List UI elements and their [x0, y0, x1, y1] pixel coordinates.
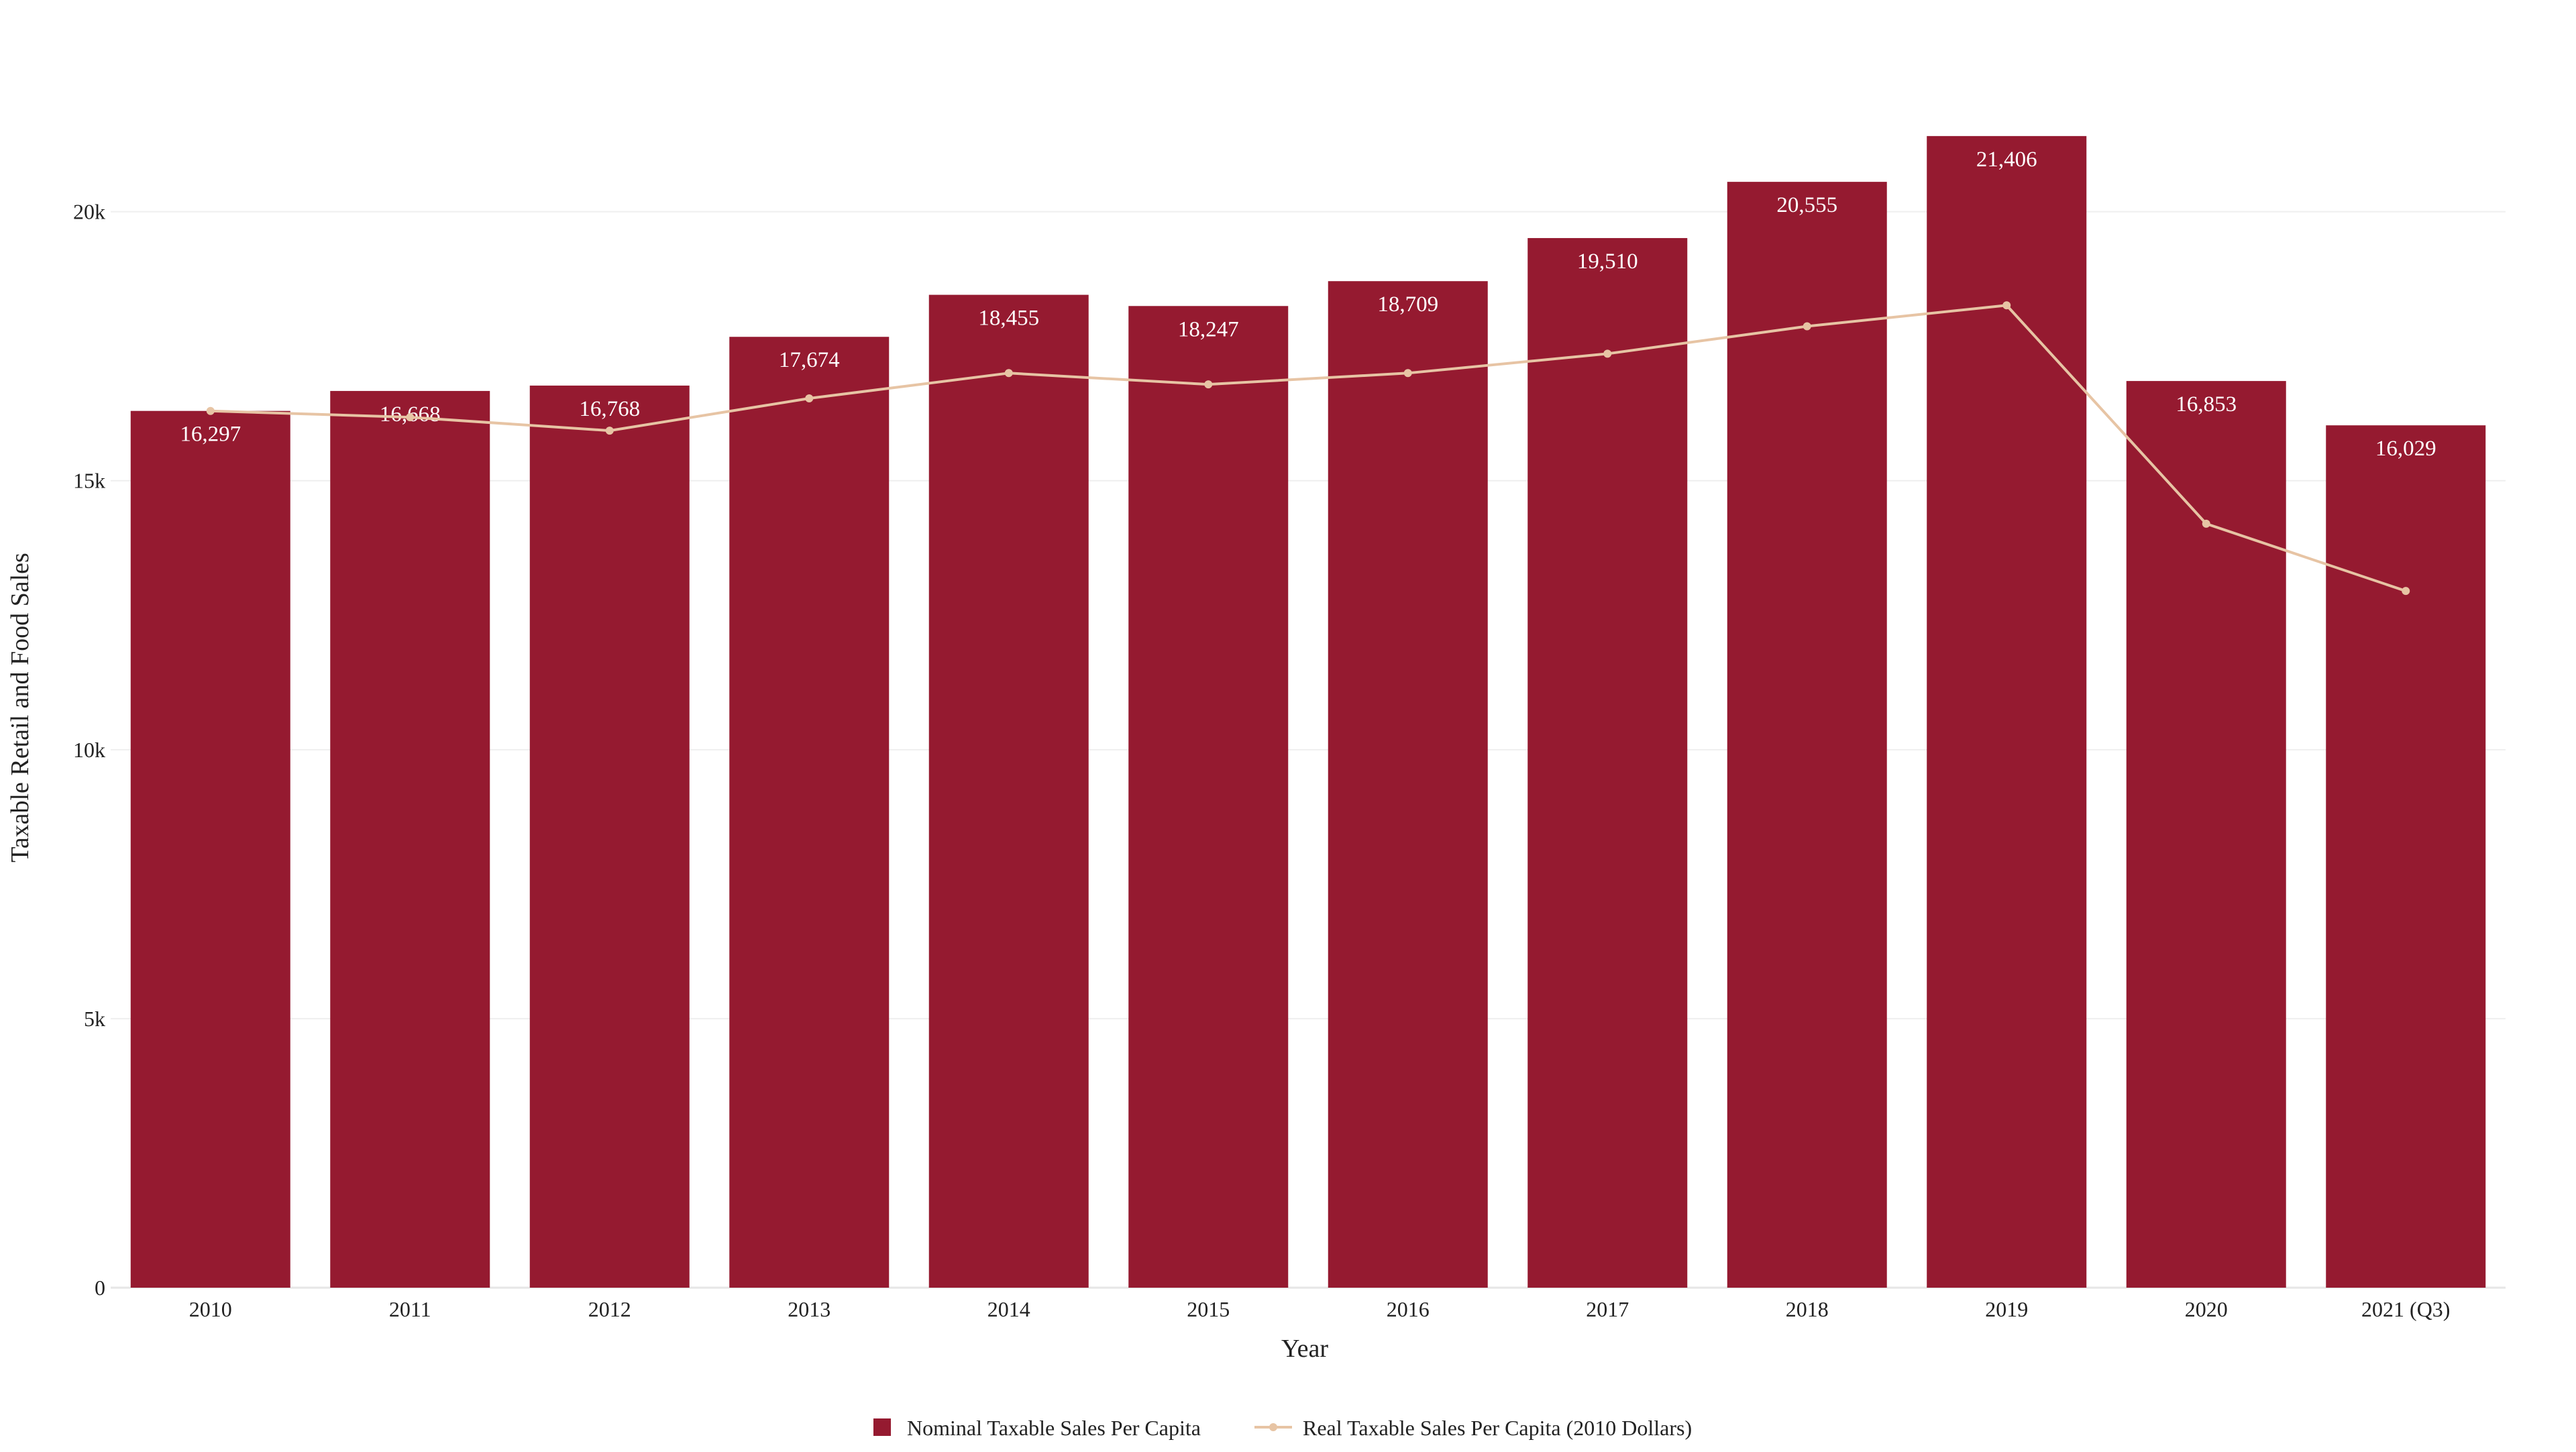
- line-point[interactable]: [805, 394, 814, 403]
- bar[interactable]: [1527, 237, 1688, 1288]
- legend-swatch-real-marker[interactable]: [1269, 1423, 1277, 1431]
- x-tick-label: 2010: [189, 1297, 232, 1321]
- y-tick-label: 0: [95, 1276, 105, 1300]
- bar-data-label: 19,510: [1577, 249, 1638, 274]
- legend-label-nominal[interactable]: Nominal Taxable Sales Per Capita: [907, 1416, 1201, 1440]
- line-point[interactable]: [1204, 380, 1213, 389]
- line-point[interactable]: [1004, 369, 1013, 378]
- bar[interactable]: [1128, 306, 1289, 1288]
- x-axis-title: Year: [1281, 1335, 1328, 1363]
- bar[interactable]: [928, 294, 1089, 1288]
- bar-data-label: 16,297: [180, 423, 241, 447]
- bar-data-label: 20,555: [1776, 193, 1837, 217]
- data-label-layer: 16,29716,66816,76817,67418,45518,24718,7…: [180, 148, 2436, 461]
- bar[interactable]: [729, 337, 890, 1288]
- bar[interactable]: [1328, 281, 1488, 1288]
- bar[interactable]: [1927, 135, 2087, 1288]
- x-tick-label: 2021 (Q3): [2361, 1297, 2450, 1321]
- x-tick-label: 2016: [1387, 1297, 1430, 1321]
- line-point[interactable]: [2202, 519, 2210, 528]
- axis-layer: 0 5k 10k 15k 20k 2010 2011 2012 2013 2014 2015 2016…: [73, 200, 2450, 1321]
- bar-layer: [130, 135, 2486, 1288]
- legend-label-real[interactable]: Real Taxable Sales Per Capita (2010 Doll…: [1303, 1416, 1692, 1440]
- y-tick-label: 20k: [73, 200, 105, 224]
- bar-data-label: 17,674: [779, 348, 840, 372]
- bar-data-label: 18,709: [1377, 292, 1438, 317]
- line-layer: [206, 301, 2410, 596]
- bar[interactable]: [130, 410, 290, 1288]
- legend: Nominal Taxable Sales Per Capita Real Ta…: [873, 1416, 1692, 1440]
- bar[interactable]: [2326, 425, 2486, 1288]
- grid-layer: [111, 211, 2506, 1289]
- y-tick-label: 5k: [84, 1007, 105, 1031]
- bar[interactable]: [529, 385, 690, 1288]
- line-point[interactable]: [1603, 349, 1612, 358]
- bar-data-label: 18,455: [978, 306, 1039, 331]
- bar-data-label: 16,768: [579, 397, 640, 421]
- line-point[interactable]: [2402, 587, 2410, 596]
- line-point[interactable]: [206, 406, 215, 415]
- line-point[interactable]: [2002, 301, 2011, 310]
- x-tick-label: 2015: [1187, 1297, 1230, 1321]
- x-tick-label: 2012: [588, 1297, 631, 1321]
- line-point[interactable]: [605, 427, 614, 435]
- y-axis-title: Taxable Retail and Food Sales: [6, 553, 34, 862]
- y-tick-label: 15k: [73, 469, 105, 493]
- line-point[interactable]: [406, 413, 415, 422]
- bar-data-label: 16,853: [2176, 392, 2237, 416]
- x-tick-label: 2018: [1786, 1297, 1829, 1321]
- bar[interactable]: [1727, 182, 1887, 1288]
- legend-swatch-nominal[interactable]: [873, 1418, 891, 1436]
- bar-data-label: 16,029: [2375, 437, 2436, 461]
- x-tick-label: 2014: [987, 1297, 1030, 1321]
- bar[interactable]: [2126, 381, 2286, 1288]
- x-tick-label: 2019: [1985, 1297, 2028, 1321]
- line-point[interactable]: [1403, 369, 1412, 378]
- x-tick-label: 2011: [389, 1297, 431, 1321]
- line-point[interactable]: [1803, 322, 1811, 331]
- x-tick-label: 2017: [1586, 1297, 1629, 1321]
- bar-data-label: 18,247: [1178, 317, 1239, 341]
- real-sales-line[interactable]: [210, 304, 2406, 593]
- x-tick-label: 2013: [788, 1297, 830, 1321]
- x-tick-label: 2020: [2185, 1297, 2228, 1321]
- bar-data-label: 21,406: [1976, 148, 2037, 172]
- y-tick-label: 10k: [73, 738, 105, 762]
- bar[interactable]: [330, 390, 490, 1288]
